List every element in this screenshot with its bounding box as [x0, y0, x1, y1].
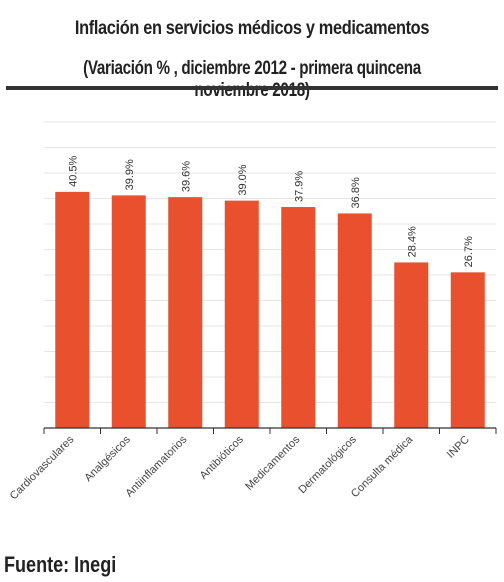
x-tick-label: INPC	[445, 434, 472, 461]
x-tick-label: Analgésicos	[82, 433, 133, 484]
x-tick-label: Cardiovasculares	[8, 433, 77, 502]
data-labels: 40.5% 39.9% 39.6% 39.0% 37.9% 36.8% 28.4% 26.7%	[67, 155, 475, 267]
bar	[281, 207, 316, 428]
x-tick-label: Dermatológicos	[296, 433, 359, 496]
chart-subtitle: (Variación % , diciembre 2012 - primera …	[83, 58, 421, 101]
bar	[337, 213, 372, 428]
bar	[55, 191, 90, 428]
x-tick-label: Medicamentos	[243, 433, 302, 492]
bar	[224, 200, 259, 428]
data-label: 39.9%	[124, 159, 136, 190]
bar	[168, 197, 203, 428]
data-label: 39.0%	[237, 164, 249, 195]
bar-chart: 40.5% 39.9% 39.6% 39.0% 37.9% 36.8% 28.4% 26.7%…	[8, 121, 497, 502]
data-label: 28.4%	[406, 226, 418, 257]
bar	[394, 262, 429, 428]
x-tick-label: Antibióticos	[198, 433, 247, 482]
x-axis: Cardiovasculares AnalgésicosAntiinflamato…	[8, 427, 497, 502]
source-note: Fuente: Inegi	[4, 552, 117, 577]
bar	[111, 195, 146, 428]
x-tick-label: Antiinflamatorios	[123, 433, 189, 499]
header-divider	[6, 86, 498, 90]
data-label: 37.9%	[293, 171, 305, 202]
data-label: 36.8%	[350, 177, 362, 208]
data-label: 40.5%	[67, 155, 79, 186]
data-label: 39.6%	[180, 161, 192, 192]
bar	[450, 272, 485, 428]
data-label: 26.7%	[463, 236, 475, 267]
bars	[55, 191, 485, 428]
chart-title: Inflación en servicios médicos y medicam…	[74, 18, 430, 39]
x-tick-label: Consulta médica	[349, 433, 416, 500]
